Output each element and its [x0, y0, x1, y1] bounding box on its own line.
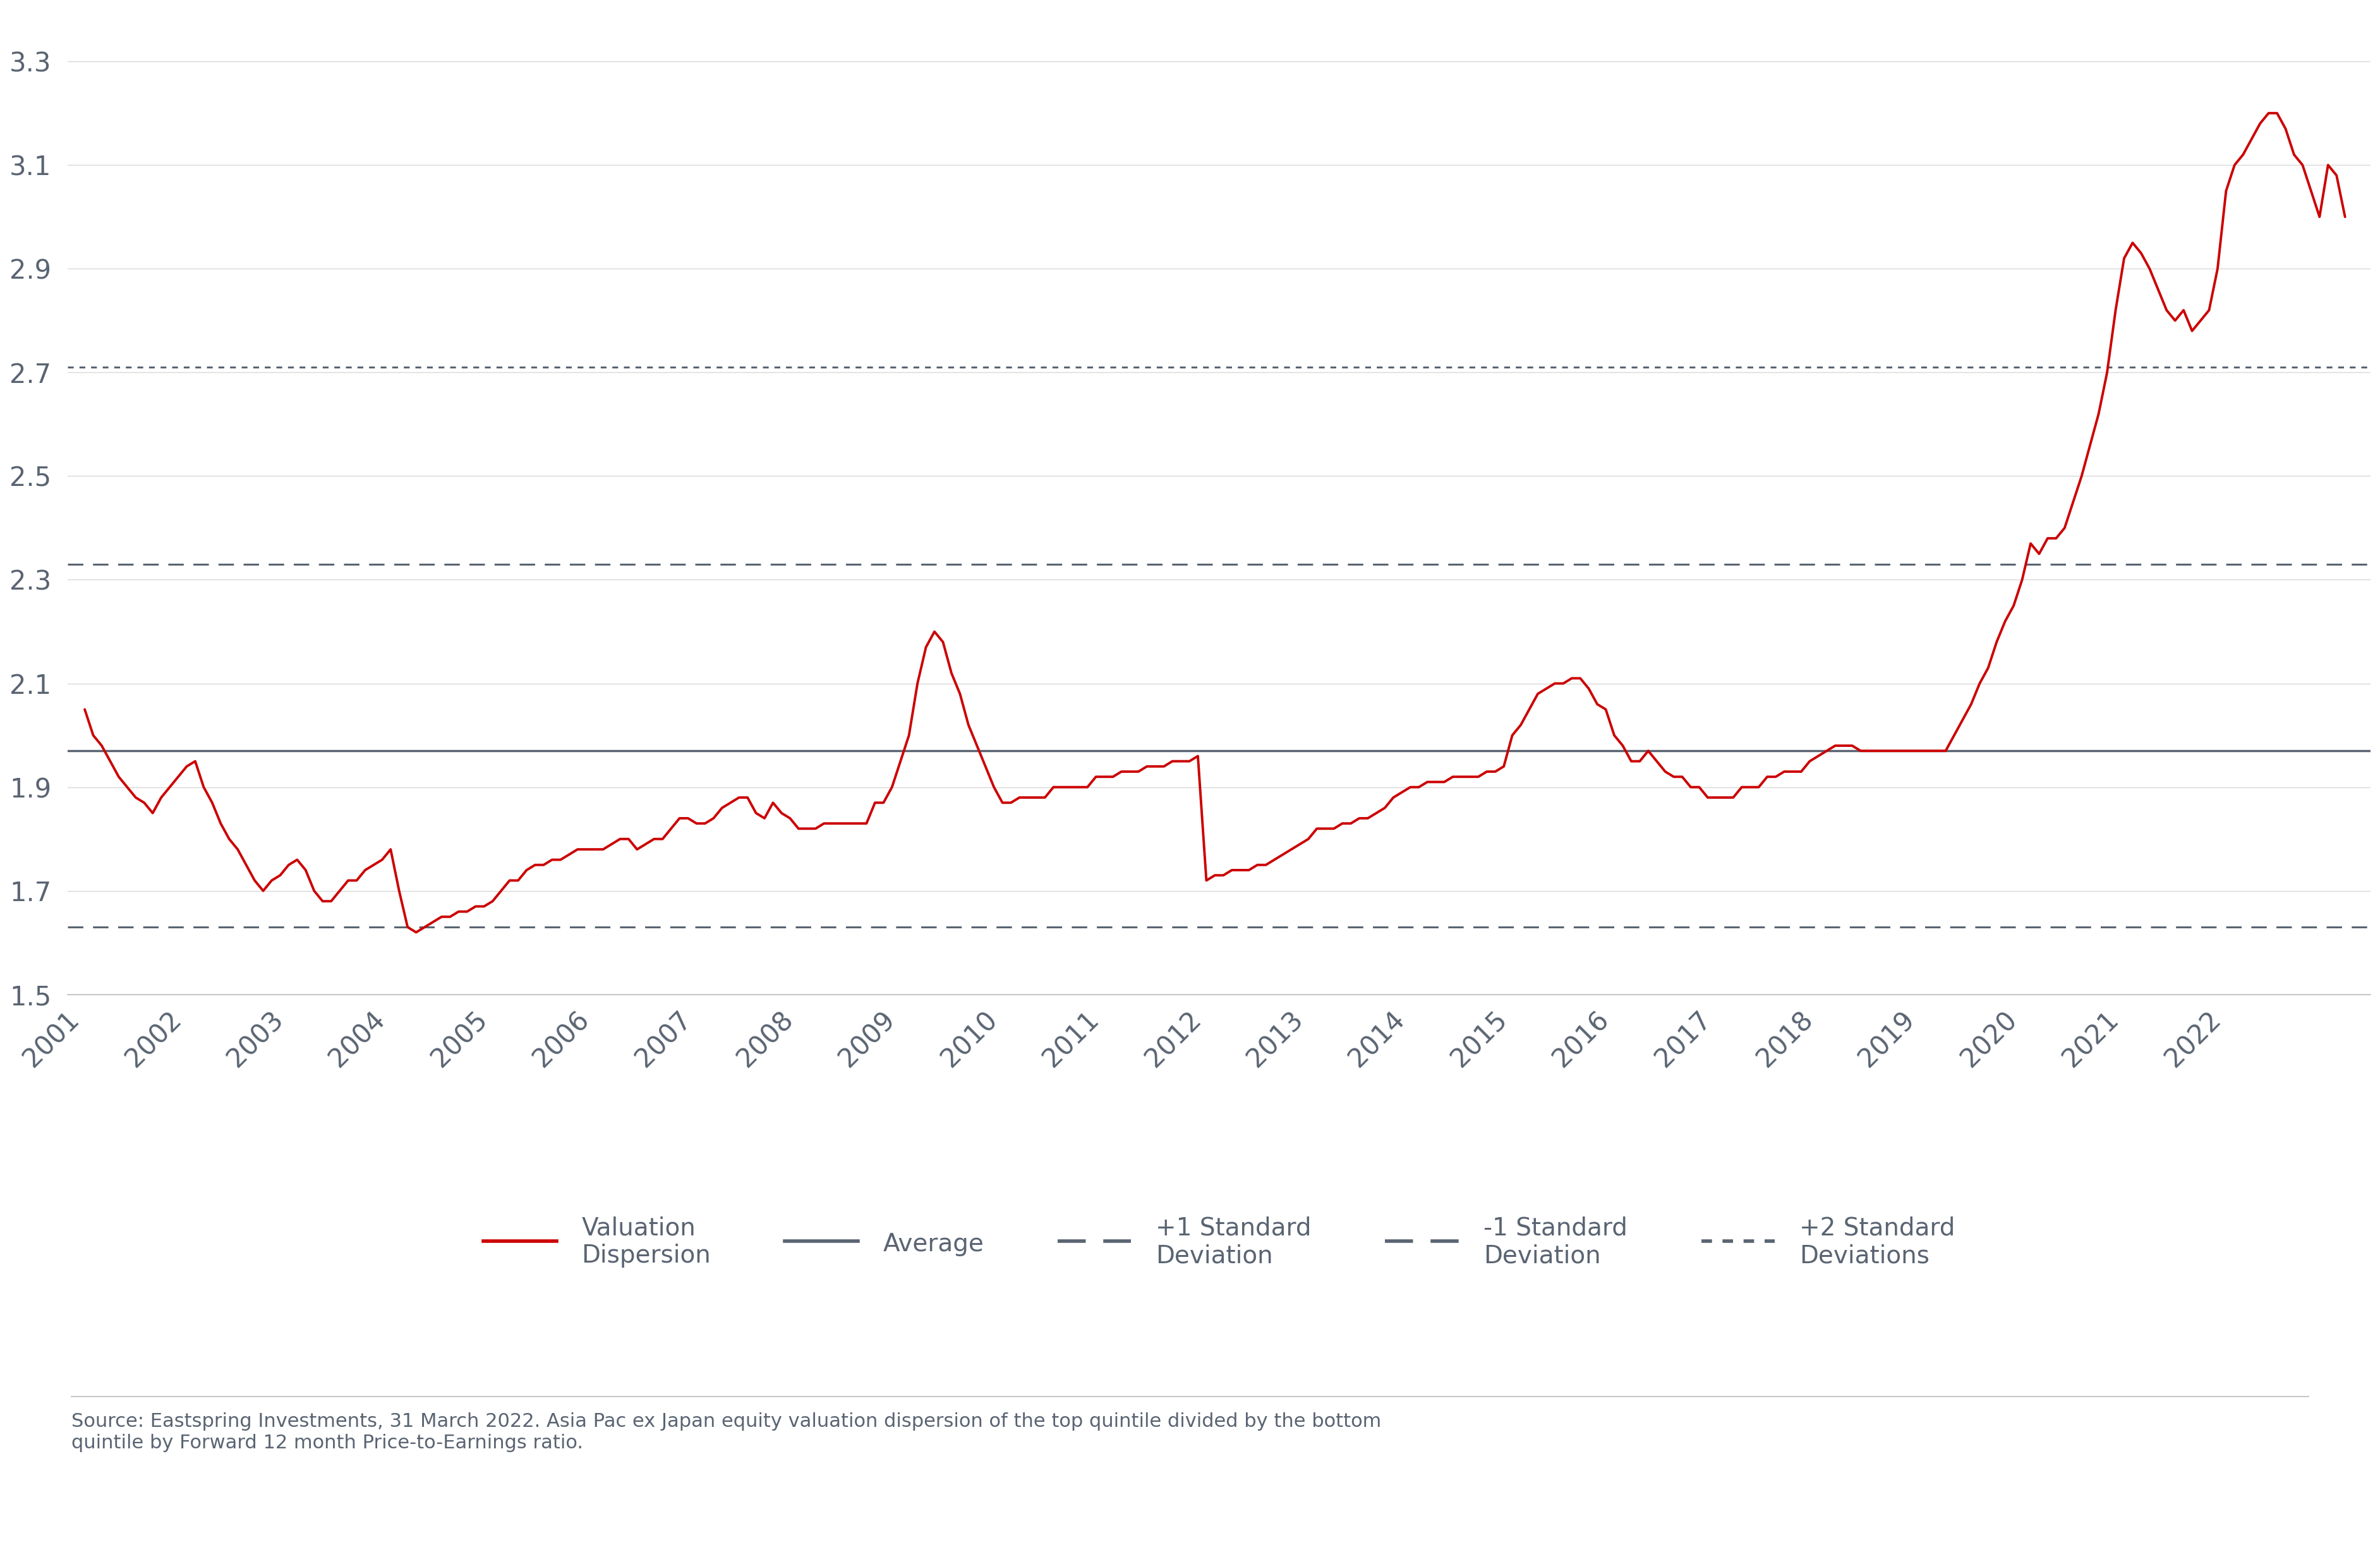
Text: Source: Eastspring Investments, 31 March 2022. Asia Pac ex Japan equity valuatio: Source: Eastspring Investments, 31 March… — [71, 1412, 1380, 1451]
Legend: Valuation
Dispersion, Average, +1 Standard
Deviation, -1 Standard
Deviation, +2 : Valuation Dispersion, Average, +1 Standa… — [474, 1206, 1966, 1277]
